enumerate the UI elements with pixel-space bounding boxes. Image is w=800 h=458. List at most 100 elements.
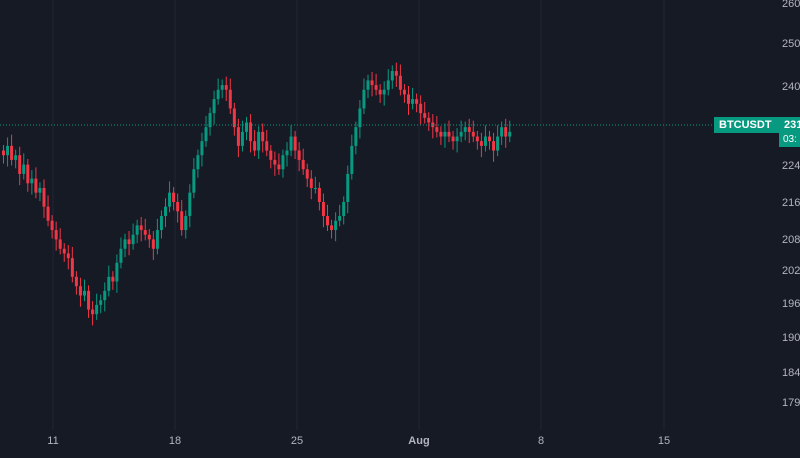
candle-body <box>358 108 362 128</box>
candle-body <box>427 117 431 123</box>
price-tick-label: 240 <box>782 81 800 93</box>
candle-body <box>50 220 54 231</box>
date-tick-label: 18 <box>169 435 181 447</box>
candle-body <box>504 127 508 137</box>
candle-body <box>402 89 406 95</box>
candle-body <box>451 136 455 142</box>
candle-body <box>496 136 500 151</box>
candle-body <box>253 141 257 151</box>
candle-body <box>354 127 358 146</box>
price-tick-label: 202 <box>782 265 800 277</box>
candle-body <box>488 136 491 142</box>
candle-body <box>289 136 293 151</box>
candle-body <box>208 113 212 128</box>
candle-body <box>172 192 176 202</box>
candle-body <box>87 290 91 310</box>
candle-body <box>135 225 139 235</box>
candle-body <box>91 309 95 315</box>
candle-body <box>439 131 443 137</box>
candle-body <box>249 122 253 142</box>
bar-countdown: 03: <box>779 133 800 147</box>
candle-body <box>62 248 66 254</box>
candles <box>2 62 512 326</box>
candle-body <box>18 155 22 174</box>
candle-body <box>455 136 459 142</box>
candle-body <box>443 131 447 137</box>
candle-body <box>301 159 305 170</box>
candle-body <box>479 141 483 146</box>
candle-body <box>164 206 167 217</box>
price-tick-label: 190 <box>782 332 800 344</box>
candle-body <box>382 89 386 95</box>
candle-body <box>147 234 151 240</box>
candle-body <box>26 164 30 184</box>
candle-body <box>386 80 390 90</box>
price-tick-label: 196 <box>782 298 800 310</box>
candle-body <box>508 131 512 137</box>
candle-body <box>398 75 402 90</box>
candle-body <box>378 89 382 95</box>
candle-body <box>111 276 115 282</box>
candle-body <box>342 202 346 217</box>
candle-body <box>74 276 78 287</box>
candle-body <box>78 286 82 296</box>
candle-body <box>313 187 317 189</box>
date-tick-label: 25 <box>291 435 303 447</box>
grid-lines <box>52 0 665 430</box>
candle-body <box>261 131 265 142</box>
candle-body <box>95 304 99 315</box>
candle-body <box>394 71 398 76</box>
price-axis[interactable]: 260 250 240 224 216 208 202 196 190 184 179 <box>782 0 800 409</box>
candle-body <box>2 150 5 156</box>
candle-body <box>236 127 240 146</box>
candle-body <box>321 202 325 217</box>
candle-body <box>475 136 479 142</box>
candle-body <box>159 216 163 231</box>
candle-body <box>346 173 350 202</box>
candle-body <box>70 258 74 277</box>
candle-body <box>500 127 504 137</box>
date-tick-label: 8 <box>538 435 544 447</box>
candle-body <box>467 127 471 132</box>
candle-body <box>212 99 216 114</box>
candle-body <box>155 230 159 249</box>
candle-body <box>390 71 394 81</box>
candle-body <box>435 127 439 132</box>
candle-body <box>30 178 34 184</box>
candle-body <box>273 159 277 165</box>
candle-body <box>232 108 236 128</box>
candle-body <box>281 155 285 170</box>
candle-body <box>66 253 70 259</box>
candle-body <box>14 155 18 160</box>
candle-body <box>115 262 119 282</box>
price-tick-label: 216 <box>782 197 800 209</box>
candle-body <box>330 225 334 231</box>
candle-body <box>411 99 415 104</box>
candle-body <box>216 89 220 100</box>
candle-body <box>471 131 475 137</box>
candle-body <box>83 290 86 296</box>
candle-body <box>338 216 342 221</box>
candle-body <box>297 150 301 160</box>
candle-body <box>220 85 224 90</box>
candle-body <box>240 131 244 146</box>
date-axis[interactable]: 11 18 25 Aug 8 15 <box>47 435 670 447</box>
candle-body <box>334 220 338 231</box>
candle-body <box>492 141 496 151</box>
candle-body <box>200 141 204 156</box>
candle-body <box>107 276 111 291</box>
candle-body <box>257 131 261 151</box>
candle-body <box>309 178 313 188</box>
candle-body <box>224 85 228 90</box>
candle-body <box>58 239 62 249</box>
price-tick-label: 184 <box>782 367 800 379</box>
candle-body <box>269 150 273 160</box>
candle-body <box>143 230 147 235</box>
candle-body <box>285 150 289 156</box>
candle-body <box>293 136 297 151</box>
candle-body <box>447 131 451 137</box>
symbol-label: BTCUSDT <box>719 119 772 131</box>
candle-body <box>22 164 26 174</box>
